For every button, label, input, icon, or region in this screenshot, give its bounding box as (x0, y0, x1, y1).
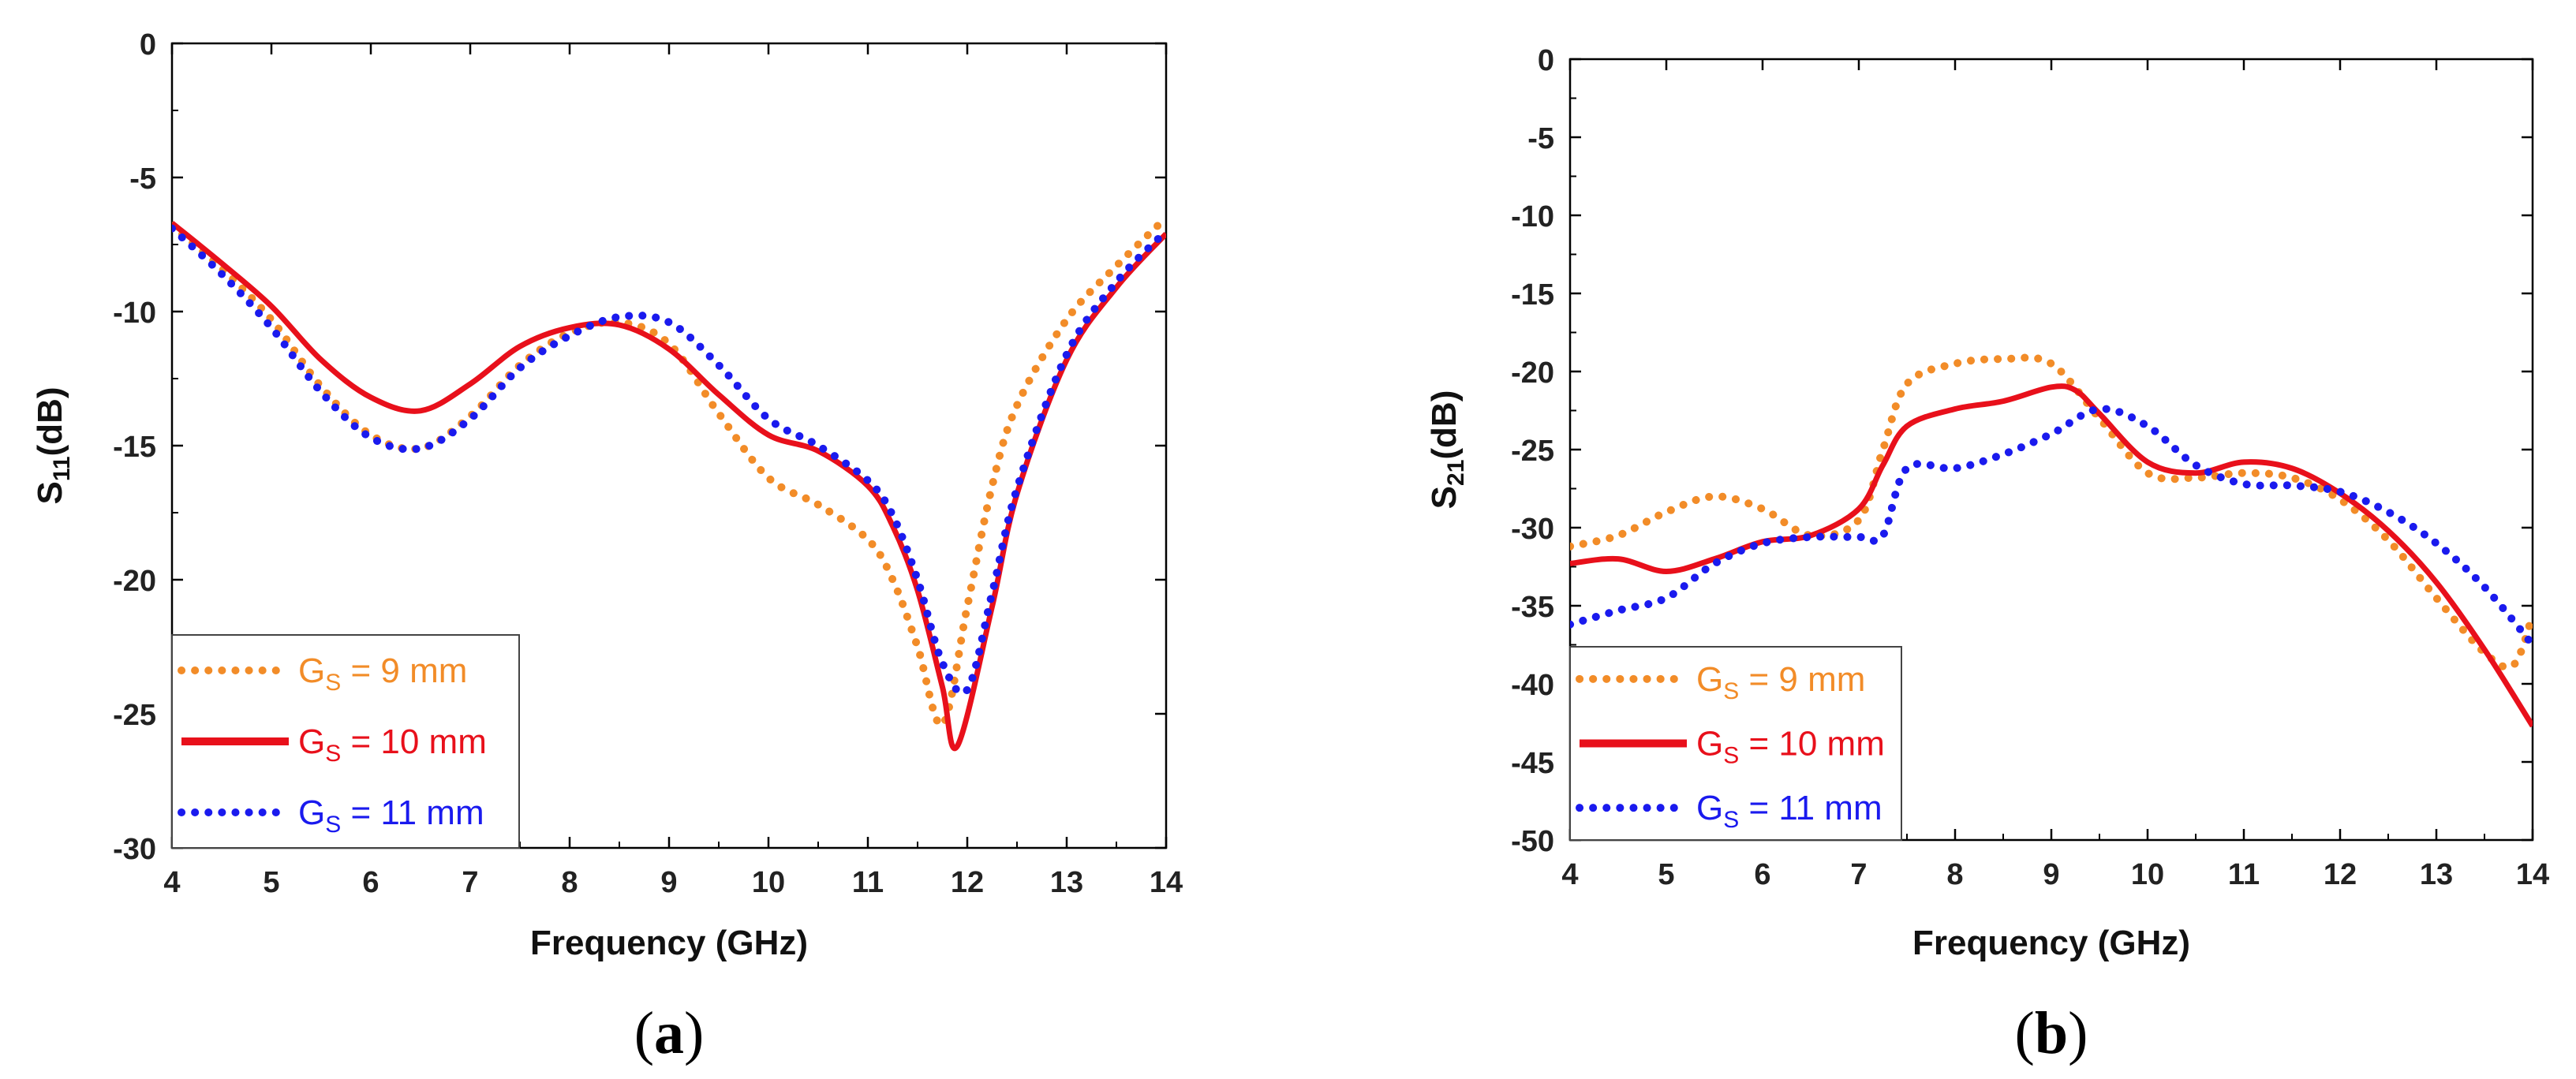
x-tick-label: 6 (1754, 858, 1770, 891)
y-tick-label: -15 (1511, 278, 1554, 312)
series-group (1570, 353, 2533, 728)
x-tick-label: 8 (1946, 858, 1963, 891)
legend-label: GS = 10 mm (1696, 725, 1885, 769)
panel-caption: (b) (2015, 1000, 2088, 1066)
x-tick-label: 8 (561, 866, 578, 899)
legend-label: GS = 9 mm (298, 652, 467, 696)
x-tick-label: 12 (951, 866, 984, 899)
x-tick-label: 14 (1150, 866, 1183, 899)
x-tick-label: 10 (2131, 858, 2164, 891)
y-tick-label: -45 (1511, 747, 1554, 780)
x-tick-label: 5 (263, 866, 279, 899)
x-tick-label: 7 (1850, 858, 1867, 891)
y-tick-label: -25 (1511, 435, 1554, 468)
y-axis-title: S21(dB) (1425, 390, 1469, 510)
legend-label: GS = 11 mm (298, 793, 484, 838)
x-tick-label: 9 (660, 866, 677, 899)
panel-a: 4 5 6 7 8 9 10 11 12 13 14 0 -5 -10 -15 -20 -25 -30 Freque… (31, 28, 1183, 1066)
series-line-3 (1570, 405, 2533, 649)
x-tick-label: 12 (2324, 858, 2357, 891)
legend: GS = 9 mm GS = 10 mm GS = 11 mm (1569, 646, 1902, 841)
x-tick-label: 7 (462, 866, 478, 899)
series-group (172, 214, 1166, 752)
x-tick-label: 5 (1658, 858, 1674, 891)
x-tick-label: 10 (752, 866, 785, 899)
legend-label: GS = 10 mm (298, 722, 487, 767)
legend-label: GS = 11 mm (1696, 789, 1882, 833)
y-tick-label: -50 (1511, 825, 1554, 858)
series-line-1 (1570, 353, 2533, 672)
series-line-3 (172, 224, 1166, 697)
y-tick-label: -25 (113, 699, 156, 732)
x-tick-label: 14 (2516, 858, 2549, 891)
x-axis-title: Frequency (GHz) (1912, 924, 2190, 962)
x-tick-label: 13 (2420, 858, 2453, 891)
y-tick-label: -30 (1511, 513, 1554, 546)
y-tick-label: -5 (129, 162, 156, 196)
y-tick-label: -10 (113, 297, 156, 330)
x-tick-label: 4 (1561, 858, 1578, 891)
x-tick-label: 11 (852, 866, 884, 899)
x-tick-label: 11 (2228, 858, 2260, 891)
panel-caption: (a) (634, 1000, 705, 1066)
legend: GS = 9 mm GS = 10 mm GS = 11 mm (171, 634, 520, 849)
y-tick-label: -5 (1527, 122, 1554, 155)
y-axis-title: S11(dB) (31, 386, 75, 504)
panel-b: 4 5 6 7 8 9 10 11 12 13 14 0 -5 -10 -15 -20 -25 -30 -35 -40… (1425, 44, 2549, 1066)
y-tick-label: -20 (113, 565, 156, 598)
x-axis-title: Frequency (GHz) (530, 924, 808, 962)
y-tick-label: -35 (1511, 591, 1554, 624)
y-tick-label: -40 (1511, 669, 1554, 702)
y-tick-label: -20 (1511, 357, 1554, 390)
x-tick-label: 9 (2043, 858, 2059, 891)
legend-label: GS = 9 mm (1696, 660, 1865, 704)
x-tick-label: 6 (362, 866, 379, 899)
x-tick-label: 13 (1050, 866, 1083, 899)
y-tick-label: -30 (113, 833, 156, 866)
x-tick-label: 4 (163, 866, 180, 899)
y-tick-label: 0 (140, 28, 156, 62)
y-tick-label: -15 (113, 431, 156, 464)
y-tick-label: -10 (1511, 200, 1554, 233)
y-tick-label: 0 (1538, 44, 1554, 77)
